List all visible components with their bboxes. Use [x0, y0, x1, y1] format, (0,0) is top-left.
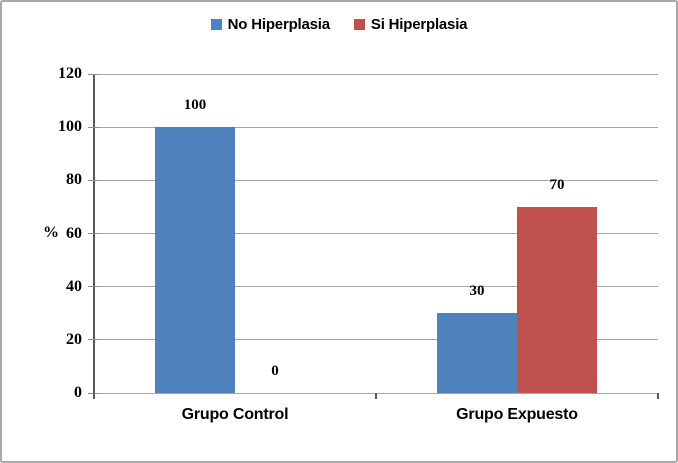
- gridline-60: [94, 233, 658, 234]
- y-tick-40: [88, 286, 99, 288]
- legend-item: Si Hiperplasia: [353, 16, 468, 33]
- y-tick-label-60: 60: [66, 224, 82, 242]
- gridline-80: [94, 179, 658, 181]
- gridline-100: [94, 126, 658, 128]
- y-axis-line: [93, 74, 95, 399]
- chart-legend: No Hiperplasia Si Hiperplasia: [2, 16, 676, 33]
- bar-grupo-control-no-hiperplasia: [155, 127, 235, 393]
- y-tick-20: [88, 339, 99, 341]
- y-tick-label-80: 80: [66, 171, 82, 189]
- gridline-120: [94, 73, 658, 75]
- x-tick-1: [375, 393, 377, 399]
- y-tick-120: [88, 73, 99, 75]
- y-tick-label-0: 0: [74, 384, 82, 401]
- y-tick-80: [88, 179, 99, 181]
- bar-data-label: 0: [271, 363, 279, 379]
- y-tick-label-40: 40: [66, 277, 82, 295]
- legend-label: No Hiperplasia: [227, 16, 330, 33]
- x-tick-2: [657, 393, 659, 399]
- y-tick-60: [88, 233, 99, 234]
- legend-swatch-red: [353, 19, 365, 30]
- x-category-label: Grupo Expuesto: [456, 406, 578, 423]
- y-tick-label-20: 20: [66, 330, 82, 348]
- bar-grupo-expuesto-si-hiperplasia: [517, 206, 597, 393]
- gridline-40: [94, 286, 658, 288]
- x-category-label: Grupo Control: [181, 406, 289, 423]
- y-tick-100: [88, 126, 99, 128]
- y-tick-label-120: 120: [58, 65, 82, 82]
- gridline-20: [94, 339, 658, 341]
- y-axis-title: %: [43, 224, 59, 241]
- bar-data-label: 70: [549, 176, 565, 193]
- legend-label: Si Hiperplasia: [370, 16, 468, 33]
- bar-grupo-expuesto-no-hiperplasia: [437, 313, 517, 393]
- legend-swatch-blue: [210, 19, 222, 30]
- legend-item: No Hiperplasia: [210, 16, 330, 33]
- x-tick-0: [93, 393, 95, 399]
- y-tick-label-100: 100: [58, 118, 82, 136]
- bar-data-label: 100: [183, 97, 207, 114]
- bar-data-label: 30: [469, 283, 485, 300]
